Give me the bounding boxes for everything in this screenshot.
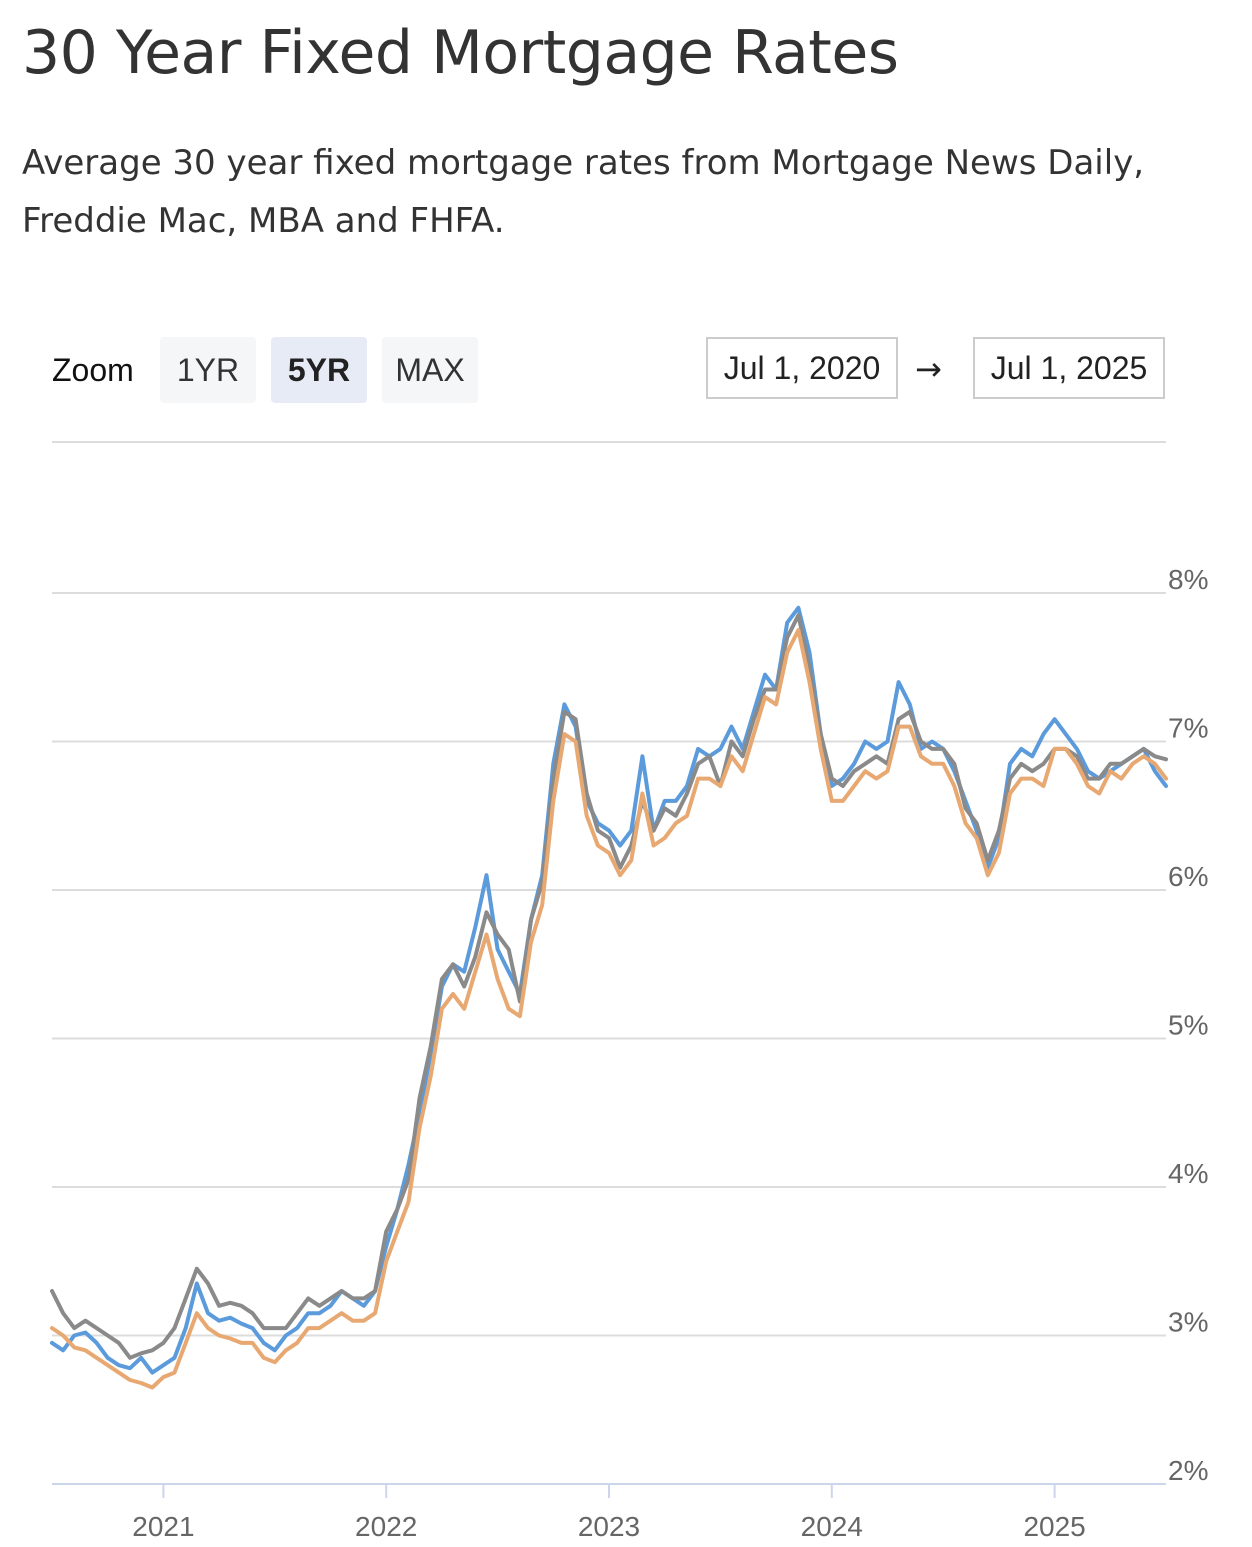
series-line-0 — [50, 605, 1168, 1375]
x-tick-label: 2021 — [132, 1511, 194, 1542]
series-lines — [50, 605, 1168, 1390]
grid-lines — [52, 441, 1166, 1337]
y-tick-label: 5% — [1168, 1010, 1208, 1041]
zoom-1yr-button[interactable]: 1YR — [160, 337, 256, 403]
y-tick-label: 3% — [1168, 1307, 1208, 1338]
page-subtitle: Average 30 year fixed mortgage rates fro… — [22, 143, 1145, 241]
y-tick-label: 8% — [1168, 564, 1208, 595]
y-tick-label: 4% — [1168, 1158, 1208, 1189]
y-tick-label: 6% — [1168, 861, 1208, 892]
zoom-label: Zoom — [52, 352, 134, 388]
x-tick-label: 2022 — [355, 1511, 417, 1542]
zoom-5yr-button[interactable]: 5YR — [271, 337, 367, 403]
x-tick-label: 2024 — [801, 1511, 863, 1542]
page-title: 30 Year Fixed Mortgage Rates — [22, 18, 899, 88]
y-tick-label: 2% — [1168, 1455, 1208, 1486]
axes: 2% 3% 4% 5% 6% 7% 8% 2021 2022 2023 2024 2025 — [52, 564, 1208, 1542]
zoom-max-button[interactable]: MAX — [382, 337, 478, 403]
x-tick-label: 2023 — [578, 1511, 640, 1542]
range-from-input[interactable]: Jul 1, 2020 — [706, 337, 898, 399]
x-tick-label: 2025 — [1023, 1511, 1085, 1542]
range-to-input[interactable]: Jul 1, 2025 — [973, 337, 1165, 399]
range-arrow: → — [915, 350, 942, 388]
series-line-1 — [50, 613, 1168, 1360]
series-line-2 — [50, 628, 1168, 1390]
y-tick-label: 7% — [1168, 713, 1208, 744]
